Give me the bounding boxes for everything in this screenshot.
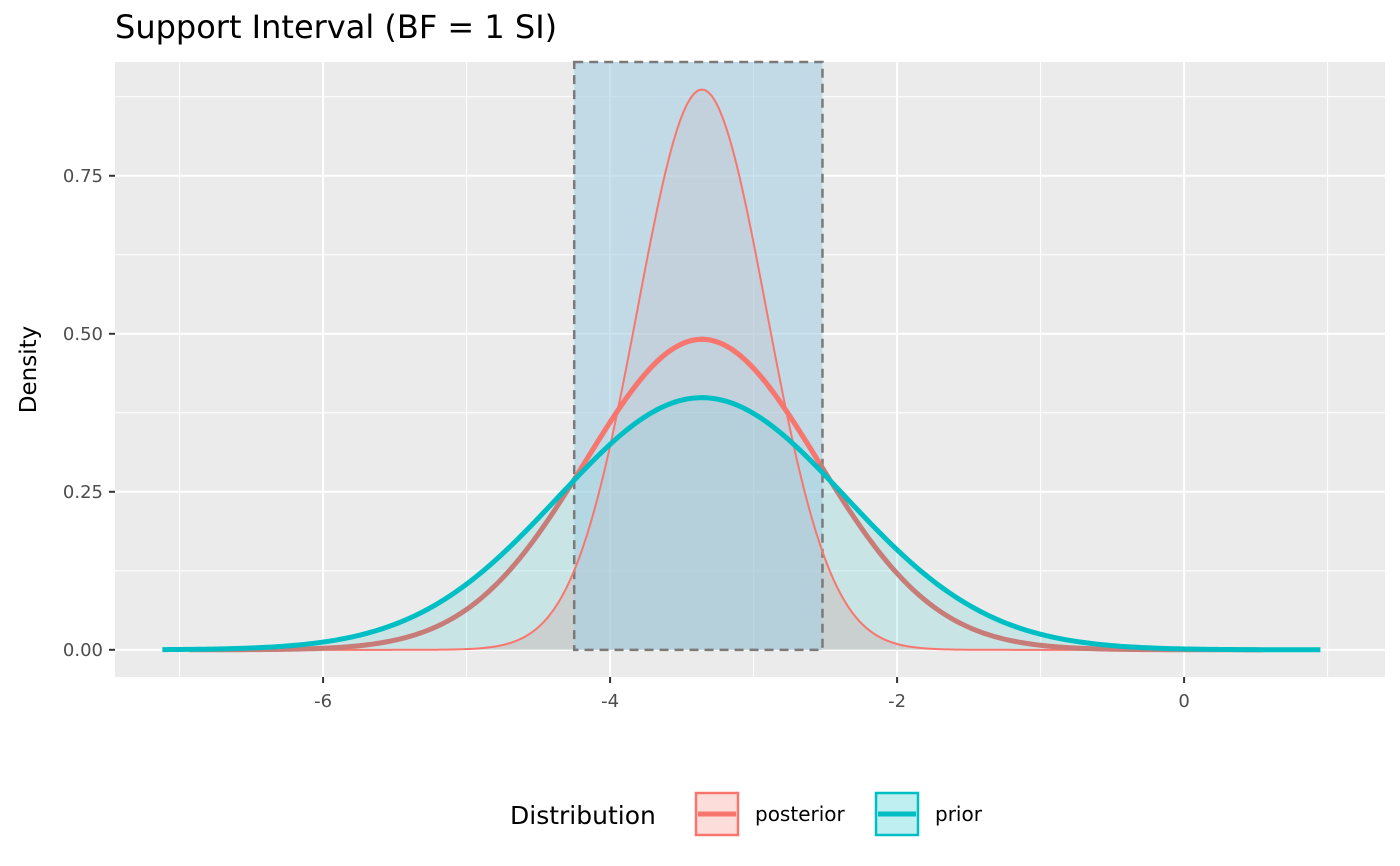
y-tick-label: 0.75: [63, 166, 103, 187]
y-tick-label: 0.00: [63, 640, 103, 661]
legend-title: Distribution: [510, 801, 656, 830]
chart-title: Support Interval (BF = 1 SI): [115, 8, 558, 46]
y-axis-title: Density: [16, 326, 42, 413]
chart-marks: [162, 60, 1321, 653]
x-tick-label: -6: [314, 691, 332, 712]
y-tick-label: 0.25: [63, 482, 103, 503]
axes: -6 -4 -2 0 0.00 0.25 0.50 0.75 Density: [16, 166, 1190, 712]
y-tick-label: 0.50: [63, 324, 103, 345]
legend-label-posterior: posterior: [755, 802, 846, 826]
legend: Distribution posterior prior: [510, 791, 983, 837]
legend-label-prior: prior: [935, 802, 983, 826]
prior-line: [162, 395, 1321, 653]
x-tick-label: -2: [888, 691, 906, 712]
support-interval: [572, 60, 824, 652]
x-tick-label: -4: [601, 691, 619, 712]
x-tick-label: 0: [1178, 691, 1189, 712]
posterior-line: [573, 336, 822, 478]
